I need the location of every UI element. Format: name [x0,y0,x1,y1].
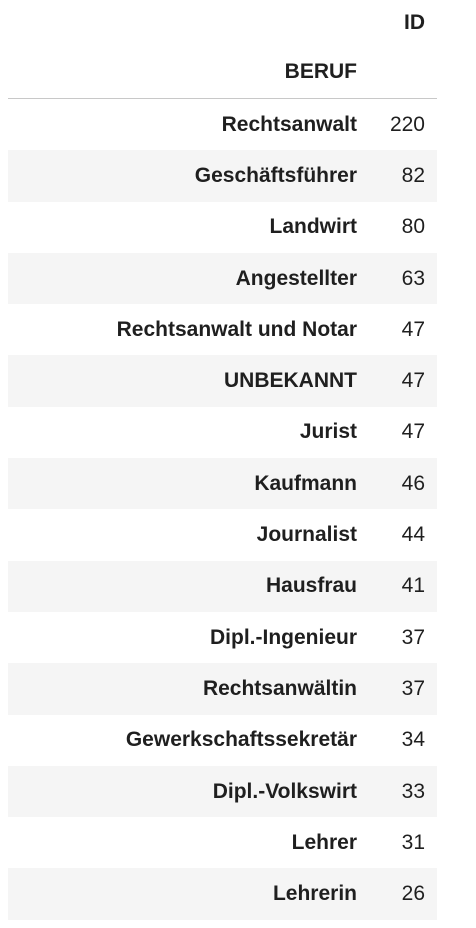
row-label: Angestellter [235,266,357,290]
table-row: Kaufmann 46 [8,458,437,510]
table-row: Lehrerin 26 [8,868,437,920]
column-header-id: ID [404,11,425,34]
row-label: Dipl.-Volkswirt [212,779,357,803]
table-row: Rechtsanwältin 37 [8,663,437,715]
table-row: Dipl.-Volkswirt 33 [8,765,437,818]
row-label: Rechtsanwältin [202,676,357,700]
row-value: 31 [401,830,425,854]
table-row: Angestellter 63 [8,252,437,305]
row-label: Gewerkschaftssekretär [125,728,357,752]
row-value: 26 [401,882,425,906]
row-label: Geschäftsführer [194,163,357,187]
row-value: 47 [401,369,425,393]
row-label: Rechtsanwalt [221,112,357,136]
row-value: 34 [401,728,425,752]
index-name-empty [369,46,437,99]
table-row: Geschäftsführer 82 [8,150,437,202]
row-label: Rechtsanwalt und Notar [116,317,357,341]
table-row: Rechtsanwalt und Notar 47 [8,304,437,356]
dataframe-table: ID BERUF Rechtsanwalt 220 Geschäftsführer 8… [8,0,437,920]
column-header-row: ID [8,0,437,46]
row-label: Dipl.-Ingenieur [210,625,357,649]
row-label: Jurist [299,420,357,444]
row-value: 41 [401,574,425,598]
row-value: 80 [401,215,425,239]
row-label: Lehrer [291,830,357,854]
row-label: Kaufmann [254,471,357,495]
dataframe-output: ID BERUF Rechtsanwalt 220 Geschäftsführer 8… [8,0,437,920]
table-row: Landwirt 80 [8,201,437,253]
table-row: Journalist 44 [8,509,437,561]
row-label: Lehrerin [272,882,357,906]
row-value: 63 [401,266,425,290]
index-name: BERUF [8,46,369,99]
table-row: Hausfrau 41 [8,560,437,612]
row-value: 44 [401,523,425,547]
table-row: Gewerkschaftssekretär 34 [8,714,437,766]
row-value: 37 [401,676,425,700]
table-row: Rechtsanwalt 220 [8,98,437,151]
table-row: Dipl.-Ingenieur 37 [8,611,437,664]
row-label: UNBEKANNT [224,369,357,393]
row-value: 33 [401,779,425,803]
row-label: Hausfrau [265,574,357,598]
row-value: 46 [401,471,425,495]
table-body: Rechtsanwalt 220 Geschäftsführer 82 Landwirt… [8,98,437,920]
table-row: Jurist 47 [8,406,437,459]
row-value: 47 [401,317,425,341]
row-value: 47 [401,420,425,444]
column-header-empty [8,0,369,46]
row-value: 37 [401,625,425,649]
row-value: 220 [389,112,425,136]
table-header: ID BERUF [8,0,437,99]
table-row: Lehrer 31 [8,817,437,869]
table-row: UNBEKANNT 47 [8,355,437,407]
row-value: 82 [401,163,425,187]
row-label: Landwirt [269,215,358,239]
index-name-row: BERUF [8,46,437,99]
row-label: Journalist [256,523,357,547]
